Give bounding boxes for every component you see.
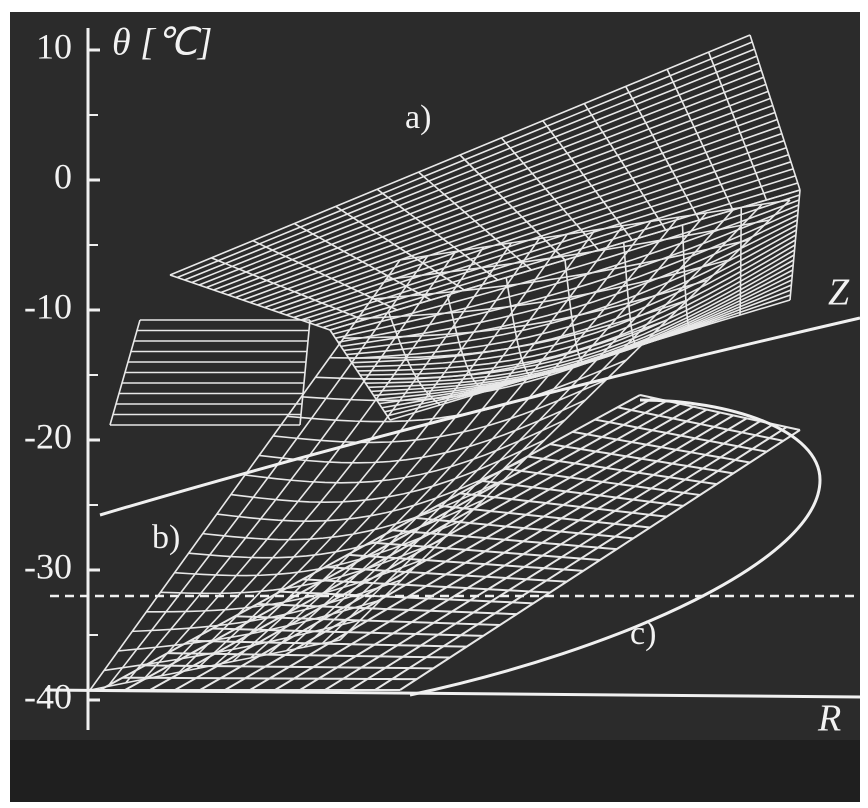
- mesh-line: [572, 430, 751, 464]
- mesh-line: [279, 590, 534, 605]
- mesh-line: [322, 182, 798, 329]
- mesh-line: [392, 529, 617, 551]
- mesh-line: [385, 219, 770, 281]
- mesh-line: [144, 664, 434, 670]
- mesh-line: [184, 48, 755, 281]
- mesh-line: [264, 125, 780, 309]
- z-axis-label: Z: [828, 272, 850, 314]
- y-tick-label: -30: [24, 546, 72, 586]
- mesh-line: [242, 104, 774, 301]
- y-axis-label: θ [℃]: [112, 22, 212, 64]
- mesh-line: [549, 443, 734, 475]
- mesh-line: [369, 541, 601, 561]
- mesh-line: [347, 553, 584, 572]
- mesh-line: [459, 492, 667, 518]
- mesh-line: [176, 41, 753, 279]
- annotation: c): [630, 615, 656, 652]
- mesh-line: [234, 615, 501, 626]
- x-axis-label: R: [817, 698, 841, 740]
- mesh-line: [437, 504, 651, 529]
- mesh-line: [324, 566, 567, 583]
- mesh-line: [504, 467, 701, 496]
- mesh-line: [357, 259, 729, 320]
- mesh-line: [482, 480, 684, 507]
- mesh-line: [273, 379, 607, 444]
- mesh-line: [349, 224, 798, 360]
- mesh-line: [338, 204, 799, 344]
- mesh-line: [354, 234, 797, 368]
- mesh-line: [257, 118, 778, 306]
- mesh-line: [213, 76, 764, 291]
- mesh-line: [329, 299, 688, 359]
- mesh-line: [365, 254, 795, 384]
- mesh-line: [212, 627, 484, 637]
- mesh-line: [329, 189, 801, 331]
- annotation: a): [405, 99, 431, 136]
- screen-bottom: [10, 740, 860, 802]
- mesh-line: [300, 161, 792, 321]
- curve-c: [409, 398, 822, 697]
- y-tick-label: 0: [54, 156, 72, 196]
- mesh-line: [346, 219, 798, 356]
- y-tick-label: 10: [36, 26, 72, 66]
- mesh-line: [249, 111, 776, 304]
- mesh-line: [278, 139, 785, 314]
- mesh-line: [389, 299, 791, 421]
- mesh-line: [271, 132, 783, 311]
- y-tick-label: -10: [24, 286, 72, 326]
- y-tick-label: -40: [24, 676, 72, 716]
- mesh-line: [527, 455, 717, 486]
- mesh-line: [368, 259, 795, 389]
- annotation: b): [152, 519, 180, 556]
- mesh-line: [167, 652, 451, 659]
- mesh-line: [244, 419, 566, 484]
- mesh-line: [191, 55, 758, 284]
- y-tick-label: -20: [24, 416, 72, 456]
- meshes: [89, 34, 801, 691]
- mesh-line: [189, 639, 467, 648]
- mesh-line: [343, 214, 799, 352]
- mesh-line: [351, 229, 797, 364]
- z-axis: [99, 316, 861, 517]
- mesh-line: [230, 439, 545, 504]
- mesh-line: [343, 279, 709, 339]
- mesh-line: [302, 578, 551, 594]
- mesh-line: [258, 399, 586, 464]
- mesh-line: [174, 519, 464, 577]
- mesh-line: [122, 676, 417, 681]
- mesh-line: [202, 479, 504, 541]
- mesh-line: [293, 154, 789, 319]
- mesh-line: [594, 418, 767, 453]
- mesh-line: [340, 209, 799, 348]
- mesh-line: [301, 339, 648, 402]
- mesh-line: [414, 516, 634, 540]
- r-axis: [44, 688, 861, 699]
- mesh-line: [220, 83, 767, 294]
- mesh-line: [216, 459, 525, 522]
- mesh-line: [359, 244, 796, 376]
- mesh-line: [227, 90, 769, 296]
- mesh-line: [371, 239, 750, 300]
- mesh-line: [198, 62, 760, 286]
- mesh-line: [399, 199, 791, 261]
- mesh-line: [188, 499, 484, 559]
- mesh-line: [169, 34, 751, 276]
- mesh-line: [206, 69, 762, 289]
- mesh-line: [357, 239, 796, 372]
- mesh-line: [315, 319, 668, 380]
- mesh-line: [257, 602, 517, 616]
- mesh-line: [286, 146, 787, 316]
- mesh-line: [617, 406, 784, 442]
- mesh-line: [235, 97, 771, 299]
